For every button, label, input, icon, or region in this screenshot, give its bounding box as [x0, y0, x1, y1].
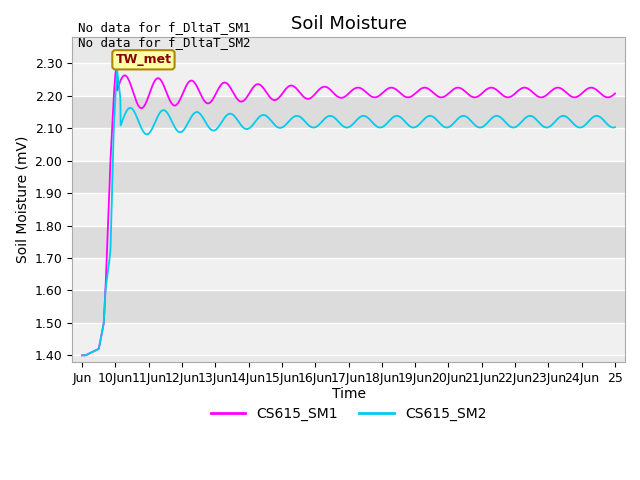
Y-axis label: Soil Moisture (mV): Soil Moisture (mV) [15, 136, 29, 263]
Bar [72, 290, 625, 323]
Title: Soil Moisture: Soil Moisture [291, 15, 406, 33]
Bar [72, 193, 625, 226]
Legend: CS615_SM1, CS615_SM2: CS615_SM1, CS615_SM2 [205, 401, 492, 426]
Bar [72, 96, 625, 128]
Bar [72, 258, 625, 290]
Text: No data for f_DltaT_SM1: No data for f_DltaT_SM1 [77, 21, 250, 34]
Bar [72, 63, 625, 96]
Text: TW_met: TW_met [115, 53, 172, 66]
Bar [72, 161, 625, 193]
Bar [72, 128, 625, 161]
Bar [72, 226, 625, 258]
Bar [72, 323, 625, 355]
X-axis label: Time: Time [332, 387, 365, 401]
Text: No data for f_DltaT_SM2: No data for f_DltaT_SM2 [77, 36, 250, 48]
